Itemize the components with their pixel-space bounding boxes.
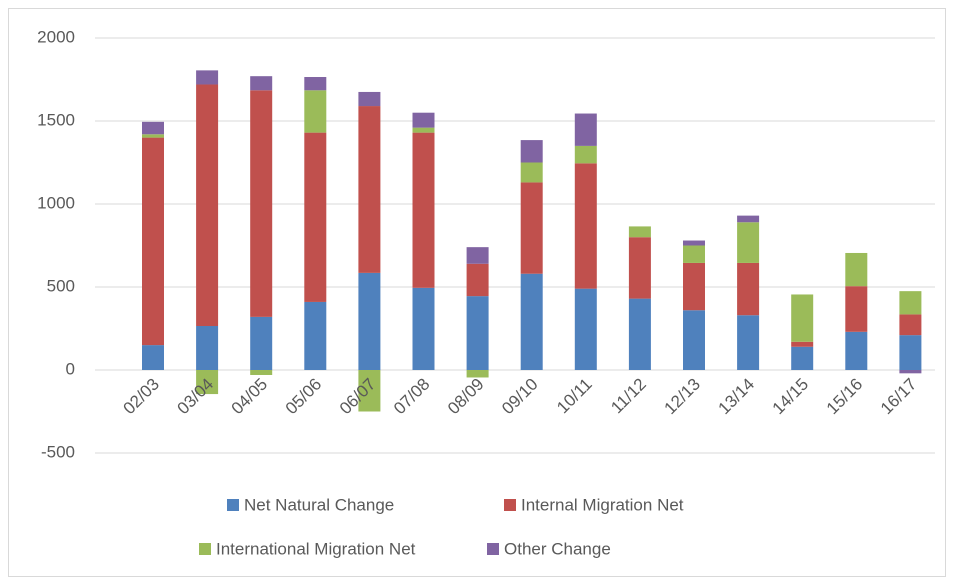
bar-segment — [196, 70, 219, 85]
bar-segment — [791, 346, 814, 370]
bar-segment — [466, 247, 489, 264]
bar-segment — [412, 287, 435, 370]
bar-segment — [196, 326, 219, 370]
bar-segment — [250, 316, 273, 370]
bar-segment — [683, 245, 705, 263]
bar-segment — [196, 370, 219, 395]
bar-segment — [845, 286, 868, 332]
legend-swatch — [487, 543, 499, 555]
y-tick-label: 2000 — [37, 27, 75, 46]
bar-segment — [142, 134, 164, 138]
bar-segment — [250, 370, 273, 375]
legend-swatch — [504, 499, 516, 511]
bar-segment — [304, 132, 327, 302]
legend-label: Net Natural Change — [244, 495, 394, 514]
bar-segment — [737, 222, 760, 263]
bar-segment — [737, 315, 760, 370]
bar-segment — [466, 296, 489, 370]
y-tick-label: 1000 — [37, 193, 75, 212]
bar-segment — [737, 262, 760, 316]
bar-segment — [250, 90, 273, 317]
bar-segment — [574, 288, 597, 370]
bar-segment — [304, 90, 327, 133]
bar-segment — [628, 226, 651, 238]
bar-segment — [142, 121, 164, 135]
bar-segment — [304, 77, 327, 91]
bar-segment — [196, 84, 219, 327]
bar-segment — [791, 294, 814, 342]
bar-segment — [520, 273, 543, 370]
bar-segment — [520, 140, 543, 163]
bar-segment — [142, 137, 164, 346]
bar-segment — [628, 298, 651, 370]
bar-segment — [466, 370, 489, 378]
bar-segment — [683, 310, 705, 370]
y-tick-label: 500 — [47, 276, 75, 295]
legend-label: International Migration Net — [216, 539, 416, 558]
bar-segment — [520, 182, 543, 274]
bar-segment — [466, 263, 489, 297]
bar-segment — [574, 163, 597, 289]
bar-segment — [845, 252, 868, 287]
legend-label: Internal Migration Net — [521, 495, 684, 514]
bar-segment — [899, 335, 922, 370]
bar-segment — [358, 91, 381, 107]
bar-segment — [683, 262, 705, 311]
bar-segment — [791, 341, 814, 347]
legend-label: Other Change — [504, 539, 611, 558]
legend-swatch — [199, 543, 211, 555]
y-tick-label: 1500 — [37, 110, 75, 129]
bar-segment — [304, 301, 327, 370]
bar-segment — [520, 162, 543, 183]
bar-segment — [899, 291, 922, 315]
bar-segment — [574, 145, 597, 164]
bar-segment — [412, 132, 435, 288]
bar-segment — [899, 370, 922, 374]
bar-segment — [358, 106, 381, 273]
bar-segment — [574, 113, 597, 146]
bar-segment — [737, 215, 760, 223]
bar-segment — [683, 240, 705, 246]
bar-segment — [845, 331, 868, 370]
bar-segment — [358, 370, 381, 412]
bar-segment — [358, 272, 381, 370]
y-tick-label: 0 — [66, 359, 75, 378]
legend-swatch — [227, 499, 239, 511]
y-tick-label: -500 — [41, 442, 75, 461]
bar-segment — [628, 237, 651, 299]
bar-segment — [412, 127, 435, 133]
bar-segment — [899, 314, 922, 336]
bar-segment — [250, 76, 273, 91]
bar-segment — [412, 112, 435, 128]
bar-segment — [142, 345, 164, 370]
